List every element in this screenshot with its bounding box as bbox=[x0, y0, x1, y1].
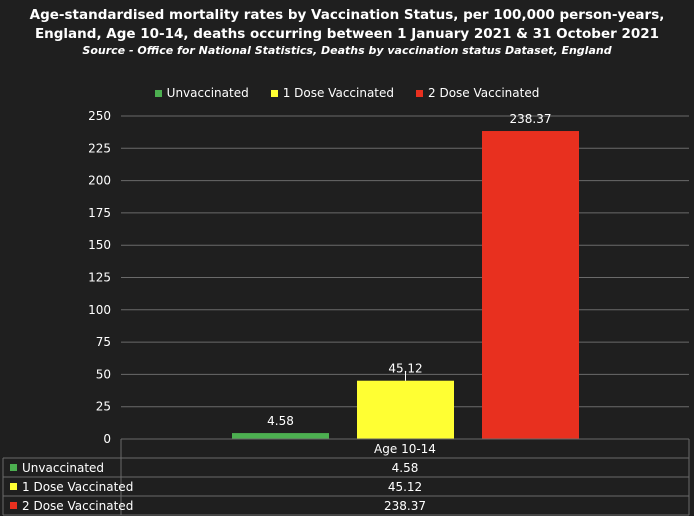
table-row-name-2: 1 Dose Vaccinated bbox=[22, 480, 133, 494]
y-tick-label-75: 75 bbox=[96, 335, 111, 349]
y-tick-label-225: 225 bbox=[88, 141, 111, 155]
bar-3 bbox=[482, 131, 579, 439]
table-swatch-3 bbox=[10, 502, 17, 509]
y-tick-label-50: 50 bbox=[96, 367, 111, 381]
table-row-value-1: 4.58 bbox=[392, 461, 419, 475]
y-tick-label-200: 200 bbox=[88, 174, 111, 188]
table-row-name-1: Unvaccinated bbox=[22, 461, 104, 475]
category-label: Age 10-14 bbox=[374, 442, 436, 456]
y-tick-label-175: 175 bbox=[88, 206, 111, 220]
table-row-value-3: 238.37 bbox=[384, 499, 426, 513]
y-tick-label-250: 250 bbox=[88, 109, 111, 123]
bar-1 bbox=[232, 433, 329, 439]
y-tick-label-150: 150 bbox=[88, 238, 111, 252]
data-label-1: 4.58 bbox=[267, 414, 294, 428]
bar-2 bbox=[357, 381, 454, 439]
table-row-name-3: 2 Dose Vaccinated bbox=[22, 499, 133, 513]
table-swatch-2 bbox=[10, 483, 17, 490]
y-tick-label-0: 0 bbox=[103, 432, 111, 446]
y-tick-label-100: 100 bbox=[88, 303, 111, 317]
data-label-3: 238.37 bbox=[510, 112, 552, 126]
y-tick-label-125: 125 bbox=[88, 271, 111, 285]
table-swatch-1 bbox=[10, 464, 17, 471]
table-row-value-2: 45.12 bbox=[388, 480, 422, 494]
y-tick-label-25: 25 bbox=[96, 400, 111, 414]
